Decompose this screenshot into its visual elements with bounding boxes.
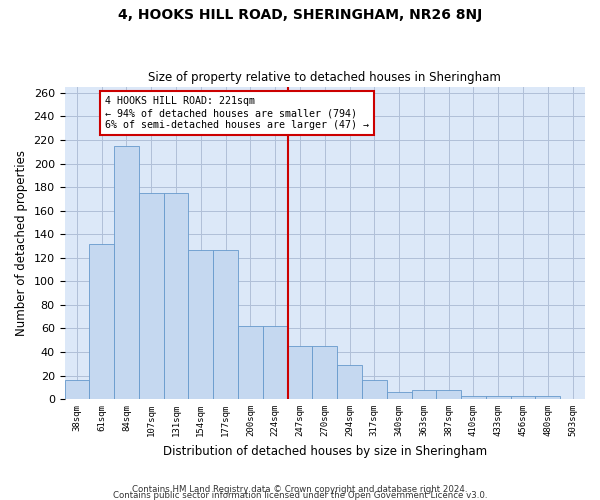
Text: Contains public sector information licensed under the Open Government Licence v3: Contains public sector information licen… [113, 490, 487, 500]
Bar [238, 326, 263, 399]
Text: 4 HOOKS HILL ROAD: 221sqm
← 94% of detached houses are smaller (794)
6% of semi-: 4 HOOKS HILL ROAD: 221sqm ← 94% of detac… [106, 96, 370, 130]
Bar [313, 346, 337, 399]
Bar [362, 380, 387, 399]
Bar [337, 365, 362, 399]
Bar [461, 396, 486, 399]
Bar [412, 390, 436, 399]
Bar [436, 390, 461, 399]
Text: 4, HOOKS HILL ROAD, SHERINGHAM, NR26 8NJ: 4, HOOKS HILL ROAD, SHERINGHAM, NR26 8NJ [118, 8, 482, 22]
Bar [287, 346, 313, 399]
Bar [89, 244, 114, 399]
Bar [139, 193, 164, 399]
Bar [387, 392, 412, 399]
Text: Contains HM Land Registry data © Crown copyright and database right 2024.: Contains HM Land Registry data © Crown c… [132, 484, 468, 494]
Bar [164, 193, 188, 399]
Bar [535, 396, 560, 399]
Bar [263, 326, 287, 399]
Bar [114, 146, 139, 399]
Bar [65, 380, 89, 399]
Bar [511, 396, 535, 399]
Y-axis label: Number of detached properties: Number of detached properties [15, 150, 28, 336]
X-axis label: Distribution of detached houses by size in Sheringham: Distribution of detached houses by size … [163, 444, 487, 458]
Bar [486, 396, 511, 399]
Bar [188, 250, 213, 399]
Title: Size of property relative to detached houses in Sheringham: Size of property relative to detached ho… [148, 72, 501, 85]
Bar [213, 250, 238, 399]
